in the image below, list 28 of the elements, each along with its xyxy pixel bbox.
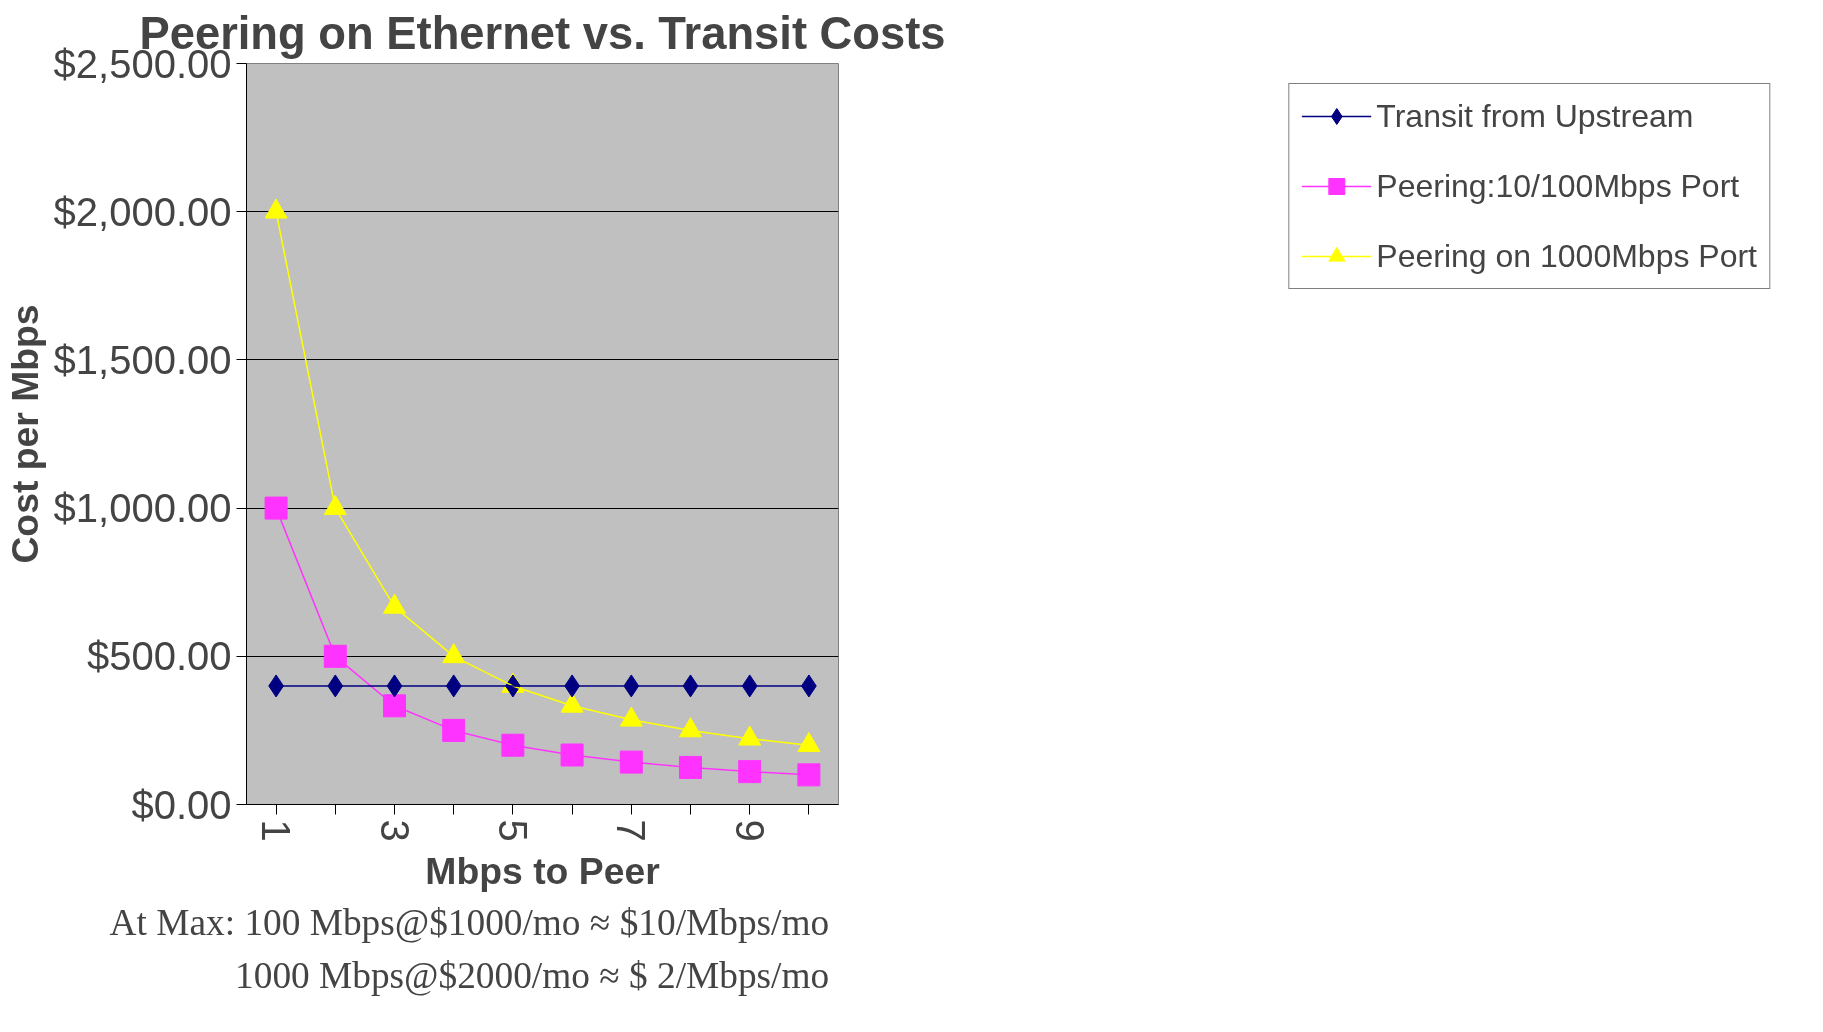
x-tick-label: 1 [254, 819, 299, 842]
point [383, 694, 406, 718]
point [738, 760, 762, 784]
y-tick-label: $1,500.00 [53, 337, 232, 382]
y-tick-label: $0.00 [131, 782, 232, 827]
point [679, 755, 702, 779]
x-tick-label: 9 [727, 819, 772, 842]
point [501, 733, 525, 757]
point [442, 718, 466, 742]
x-tick-label: 5 [490, 819, 535, 842]
legend-label: Peering on 1000Mbps Port [1376, 237, 1757, 275]
point [264, 198, 288, 219]
x-tick-label: 3 [372, 819, 417, 842]
point [560, 743, 584, 767]
point [264, 496, 288, 520]
y-tick-label: $2,000.00 [53, 189, 232, 234]
point [323, 644, 347, 668]
y-tick-label: $1,000.00 [53, 486, 232, 531]
text: At Max: 100 Mbps@$1000/mo ≈ $10/Mbps/mo [109, 901, 830, 943]
legend-label: Transit from Upstream [1376, 97, 1694, 135]
point [619, 750, 643, 774]
x-axis-title: Mbps to Peer [425, 849, 660, 892]
text: 1000 Mbps@$2000/mo ≈ $ 2/Mbps/mo [235, 954, 830, 996]
x-tick-label: 7 [609, 819, 654, 842]
point [797, 763, 821, 787]
y-tick-label: $500.00 [86, 634, 232, 679]
y-axis-title: Cost per Mbps [3, 304, 46, 564]
legend-label: Peering:10/100Mbps Port [1376, 167, 1740, 205]
